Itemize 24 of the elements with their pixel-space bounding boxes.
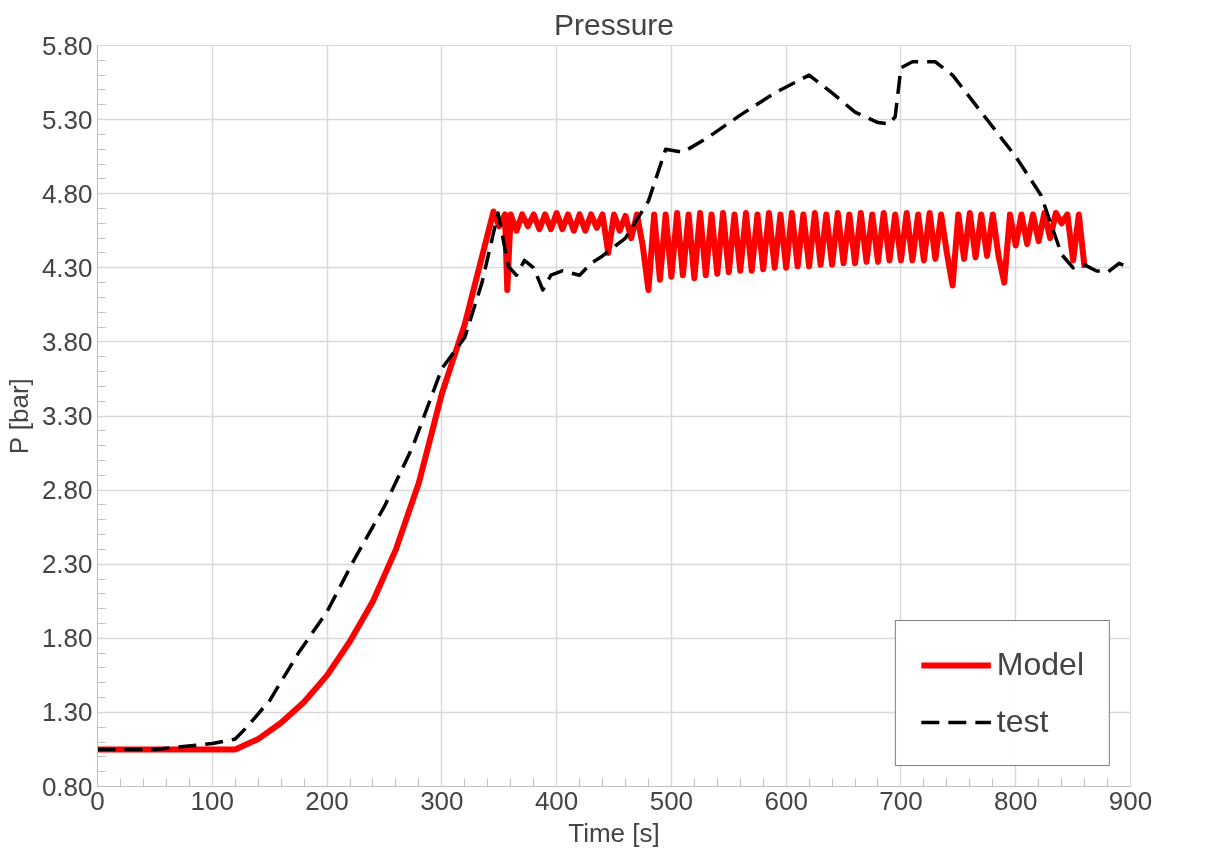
x-tick-label: 200 [305, 785, 349, 816]
x-tick-label: 500 [649, 785, 694, 816]
y-tick-label: 4.80 [41, 178, 93, 209]
x-tick-label: 800 [994, 785, 1038, 816]
y-axis-title: P [bar] [3, 378, 34, 455]
x-tick-label: 400 [534, 785, 579, 816]
y-tick-label: 3.30 [41, 401, 93, 431]
y-tick-label: 2.30 [41, 549, 93, 580]
chart-title: Pressure [553, 7, 675, 41]
x-tick-label: 600 [764, 785, 808, 816]
y-tick-label: 3.80 [41, 326, 93, 357]
y-tick-label: 2.80 [41, 475, 93, 506]
y-tick-label: 5.80 [41, 30, 93, 61]
x-tick-label: 300 [420, 785, 464, 816]
x-tick-label: 100 [190, 785, 234, 816]
x-tick-label: 900 [1108, 785, 1153, 816]
legend-label: test [996, 703, 1049, 740]
y-tick-label: 4.30 [41, 252, 93, 283]
y-tick-label: 1.30 [41, 697, 93, 728]
y-tick-label: 1.80 [41, 623, 93, 654]
x-axis-title: Time [s] [568, 817, 660, 848]
legend-label: Model [996, 646, 1084, 683]
y-tick-label: 5.30 [41, 104, 93, 135]
x-tick-label: 700 [879, 785, 923, 816]
